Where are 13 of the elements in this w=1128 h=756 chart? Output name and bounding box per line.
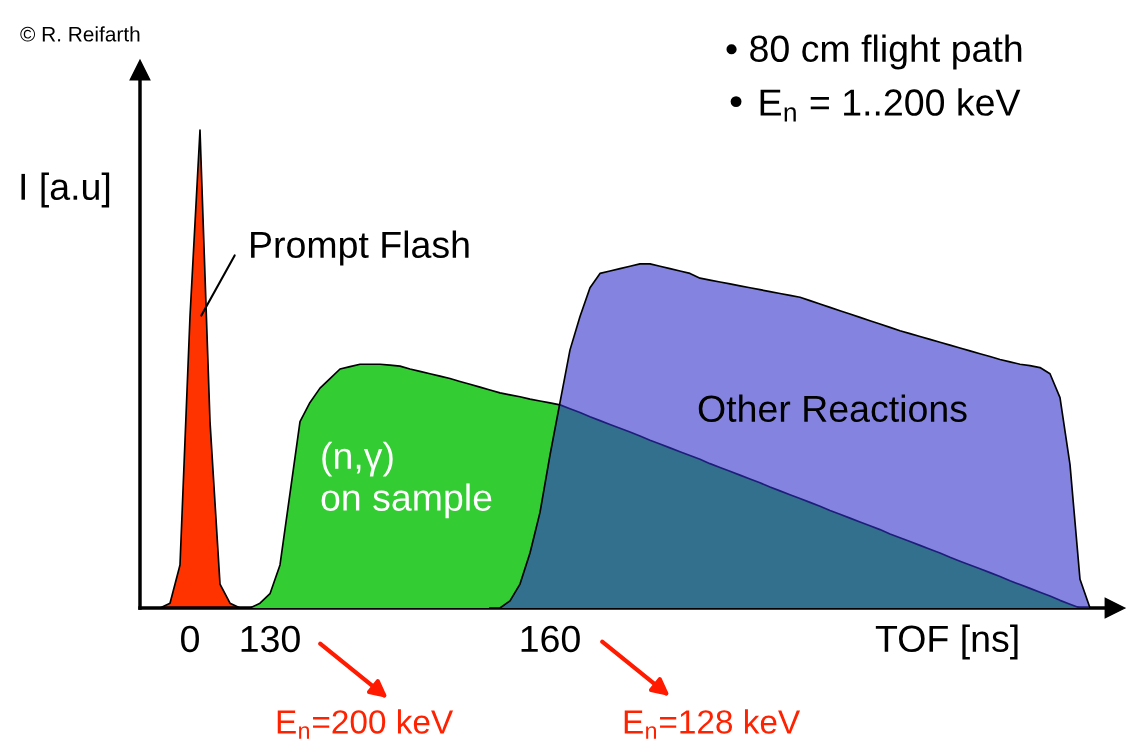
text: E$_{n}$=128 keV bbox=[624, 709, 801, 739]
x-tick-label: 0 bbox=[181, 625, 199, 653]
text: E$_{n}$=200 keV bbox=[277, 709, 454, 739]
annotation: Prompt Flash bbox=[251, 230, 469, 266]
text: • 80 cm flight path bbox=[726, 34, 1022, 70]
text: • E$_{n}$ = 1..200 keV bbox=[730, 88, 1021, 122]
y-axis-title: I [a.u] bbox=[21, 172, 110, 208]
x-tick-label: 160 bbox=[521, 625, 580, 653]
annotation: Other Reactions bbox=[698, 394, 967, 423]
x-tick-label: 130 bbox=[241, 625, 300, 653]
annotation: (n,γ) on sample bbox=[321, 441, 492, 519]
text: © R. Reifarth bbox=[20, 26, 140, 42]
x-axis-title: TOF [ns] bbox=[875, 624, 1018, 660]
